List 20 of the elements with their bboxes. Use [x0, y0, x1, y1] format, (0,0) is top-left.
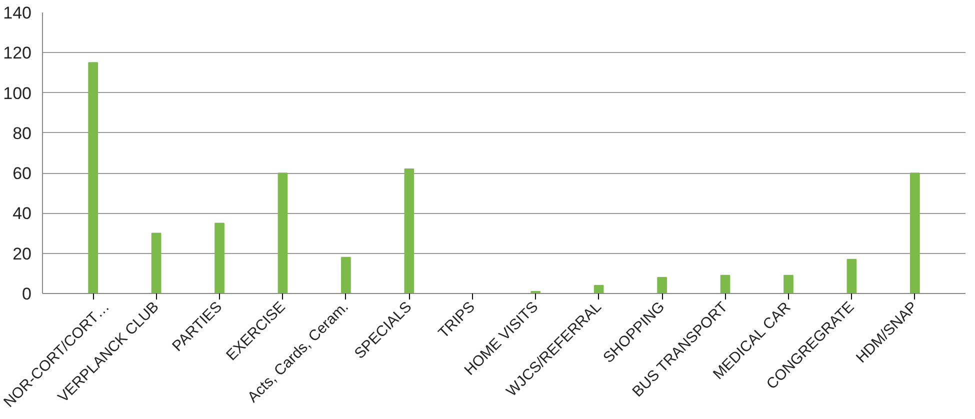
bar	[404, 168, 414, 294]
y-tick-label: 100	[3, 84, 32, 103]
y-tick-label: 60	[12, 164, 32, 184]
bar	[151, 232, 162, 294]
bar	[214, 222, 224, 294]
bar	[846, 258, 857, 294]
y-tick-label: 80	[12, 124, 32, 143]
bar	[341, 256, 351, 294]
bar	[910, 172, 920, 294]
bar	[88, 62, 98, 294]
y-tick-label: 120	[3, 44, 32, 63]
y-tick-label: 140	[3, 4, 32, 22]
y-tick-label: 40	[12, 204, 32, 224]
bar	[657, 276, 667, 294]
bar	[784, 274, 794, 294]
y-tick-label: 20	[12, 244, 32, 264]
bar	[720, 274, 730, 294]
bar	[594, 284, 604, 294]
y-tick-label: 0	[22, 284, 32, 304]
bar	[278, 172, 288, 294]
